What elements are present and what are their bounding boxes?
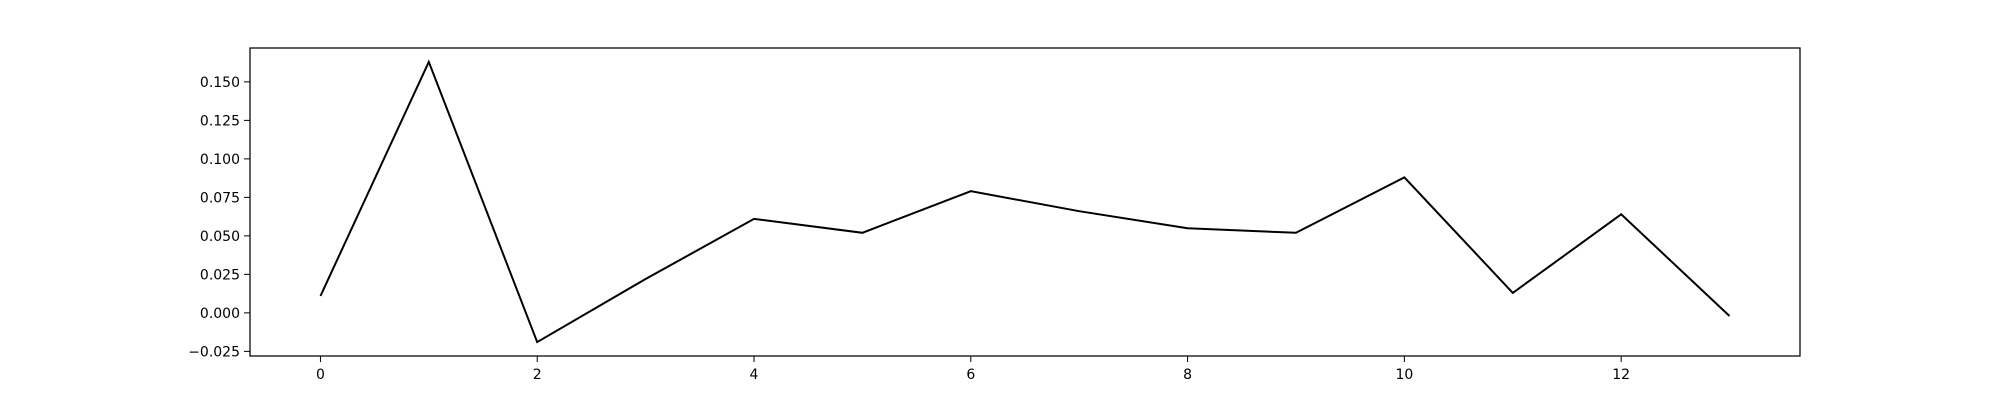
plot-frame <box>249 47 1801 357</box>
y-tick-label: −0.025 <box>188 344 240 360</box>
series-line <box>319 59 1731 344</box>
y-tick-label: 0.025 <box>200 267 240 283</box>
y-tick-label: 0.125 <box>200 113 240 129</box>
x-tick-label: 10 <box>1395 367 1413 383</box>
y-tick-label: 0.150 <box>200 75 240 91</box>
x-axis: 0 2 4 6 8 10 12 <box>316 356 1630 383</box>
y-tick-label: 0.100 <box>200 152 240 168</box>
x-tick-label: 0 <box>316 367 325 383</box>
y-axis: −0.025 0.000 0.025 0.050 0.075 0.100 0.125 0.15… <box>188 75 250 360</box>
x-tick-label: 4 <box>750 367 759 383</box>
x-tick-label: 2 <box>533 367 542 383</box>
y-tick-label: 0.000 <box>200 306 240 322</box>
y-tick-label: 0.075 <box>200 190 240 206</box>
x-tick-label: 8 <box>1183 367 1192 383</box>
y-tick-label: 0.050 <box>200 229 240 245</box>
x-tick-label: 12 <box>1612 367 1630 383</box>
x-tick-label: 6 <box>966 367 975 383</box>
